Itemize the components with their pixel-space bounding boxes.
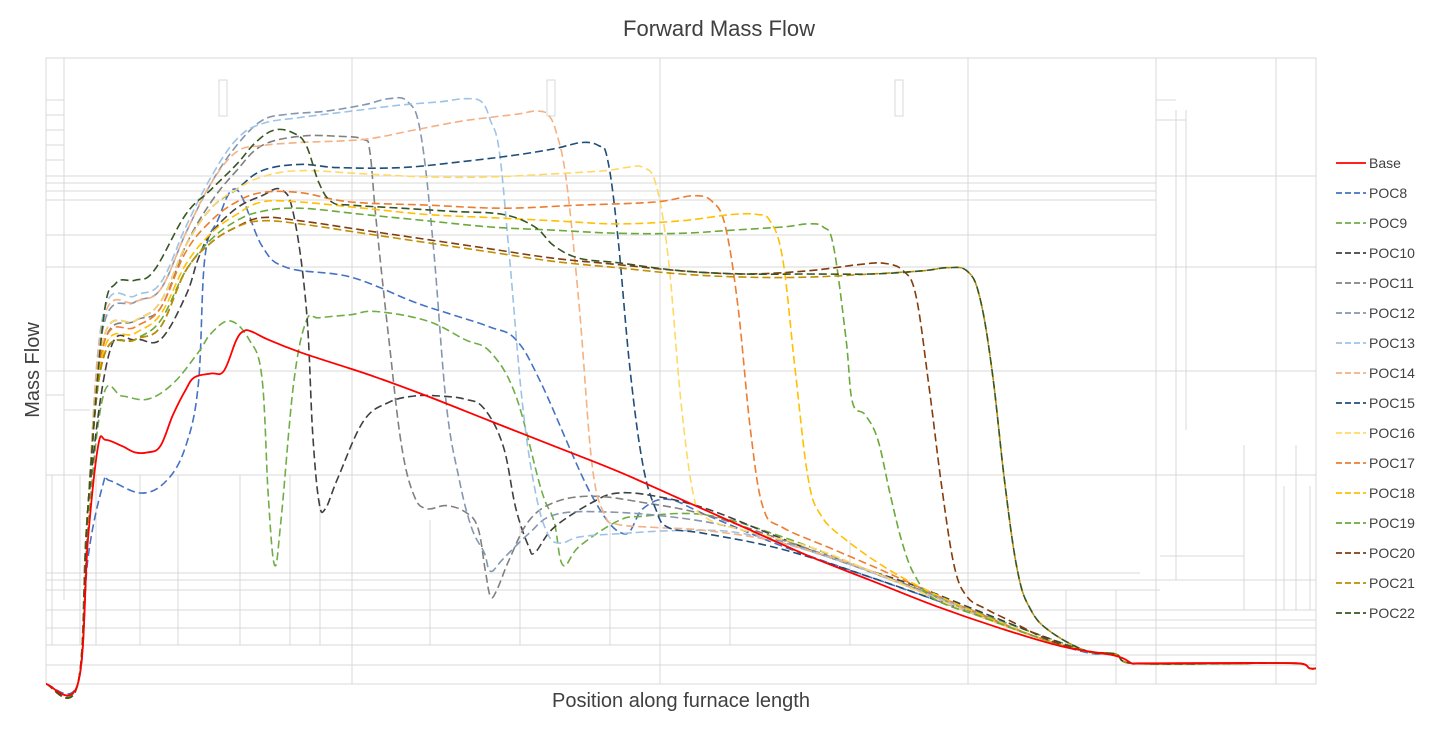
series-line-poc14: [45, 110, 1317, 699]
legend-label-base: Base: [1369, 155, 1401, 171]
series-line-poc22: [45, 128, 1317, 699]
legend: Base POC8 POC9 POC10 POC11 POC12 POC13 POC14 POC…: [1336, 155, 1415, 621]
series-line-poc19: [45, 207, 1317, 699]
legend-label-poc15: POC15: [1369, 395, 1415, 411]
furnace-schematic-background: [45, 57, 1317, 685]
legend-label-poc9: POC9: [1369, 215, 1407, 231]
plot-area: [45, 96, 1317, 699]
series-line-base: [45, 329, 1317, 697]
legend-label-poc17: POC17: [1369, 455, 1415, 471]
legend-label-poc11: POC11: [1369, 275, 1414, 291]
legend-label-poc13: POC13: [1369, 335, 1415, 351]
legend-label-poc10: POC10: [1369, 245, 1415, 261]
legend-label-poc16: POC16: [1369, 425, 1415, 441]
legend-label-poc8: POC8: [1369, 185, 1407, 201]
y-axis-label: Mass Flow: [22, 322, 44, 418]
legend-label-poc19: POC19: [1369, 515, 1415, 531]
series-line-poc13: [45, 97, 1317, 699]
series-line-poc10: [45, 187, 1317, 699]
chart-title: Forward Mass Flow: [623, 16, 815, 41]
series-line-poc21: [45, 219, 1317, 699]
legend-label-poc14: POC14: [1369, 365, 1415, 381]
legend-label-poc12: POC12: [1369, 305, 1415, 321]
series-line-poc20: [45, 216, 1317, 699]
series-line-poc9: [45, 310, 1317, 698]
legend-label-poc21: POC21: [1369, 575, 1415, 591]
legend-label-poc22: POC22: [1369, 605, 1415, 621]
x-axis-label: Position along furnace length: [552, 690, 810, 712]
series-line-poc8: [45, 188, 1317, 695]
legend-label-poc18: POC18: [1369, 485, 1415, 501]
legend-label-poc20: POC20: [1369, 545, 1415, 561]
